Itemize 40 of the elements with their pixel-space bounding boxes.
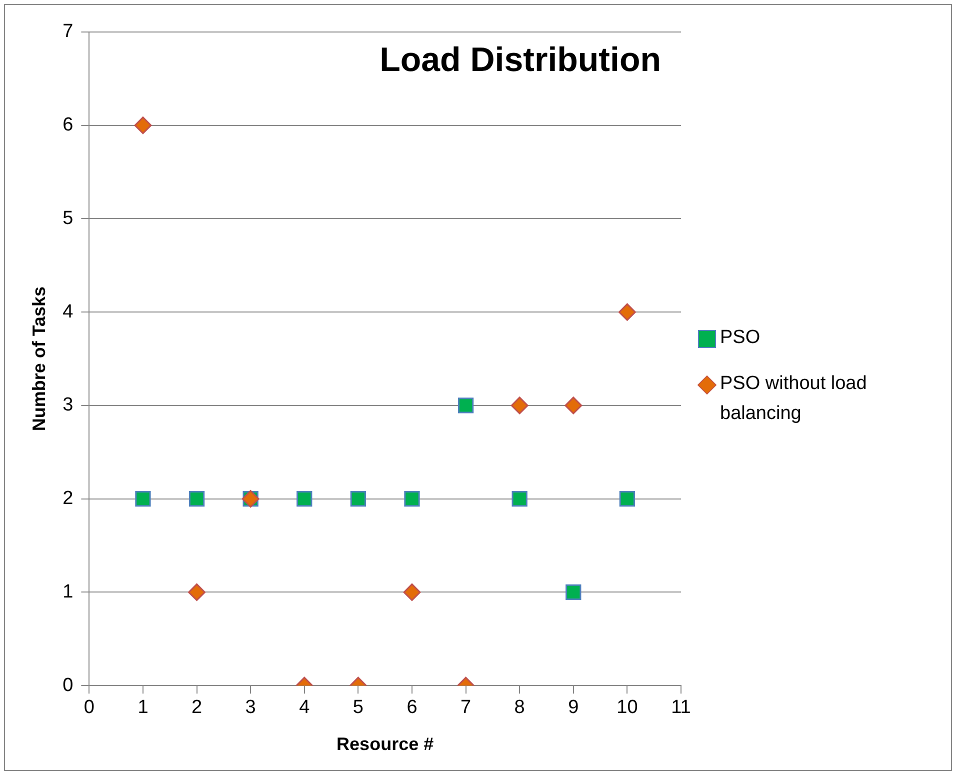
x-tick-label: 2 [191,697,202,718]
legend-label: PSO [720,326,760,350]
point [458,398,474,414]
point [135,491,151,507]
point [296,491,312,507]
x-tick-label: 4 [299,697,310,718]
x-tick-label: 9 [568,697,579,718]
legend-label: PSO without load balancing [720,372,868,426]
y-tick-label: 1 [62,581,74,602]
x-tick-label: 3 [245,697,256,718]
x-tick-label: 6 [406,697,418,718]
y-tick-label: 2 [62,488,74,510]
point [350,491,366,507]
x-tick-label: 5 [352,697,364,718]
x-tick-label: 1 [138,697,148,718]
point [618,303,636,321]
point [564,396,582,414]
point [510,396,528,414]
x-tick-label: 8 [514,697,525,718]
point [134,116,152,134]
y-tick-label: 0 [62,674,74,696]
point [566,584,582,600]
y-axis-title: Numbre of Tasks [28,286,49,432]
point [619,491,636,507]
y-tick-label: 5 [62,208,74,229]
point [188,491,205,507]
y-tick-label: 4 [62,301,74,322]
x-tick-label: 10 [616,697,638,718]
point [512,491,528,507]
x-tick-label: 7 [460,697,472,718]
y-tick-label: 3 [62,394,74,416]
x-tick-label: 11 [671,697,691,718]
point [188,583,206,601]
point [404,491,420,507]
x-tick-label: 0 [84,697,94,718]
chart-title: Load Distribution [380,41,661,80]
y-tick-label: 6 [62,114,74,136]
point [403,583,421,601]
y-tick-label: 7 [62,21,74,42]
x-axis-title: Resource # [336,734,434,754]
